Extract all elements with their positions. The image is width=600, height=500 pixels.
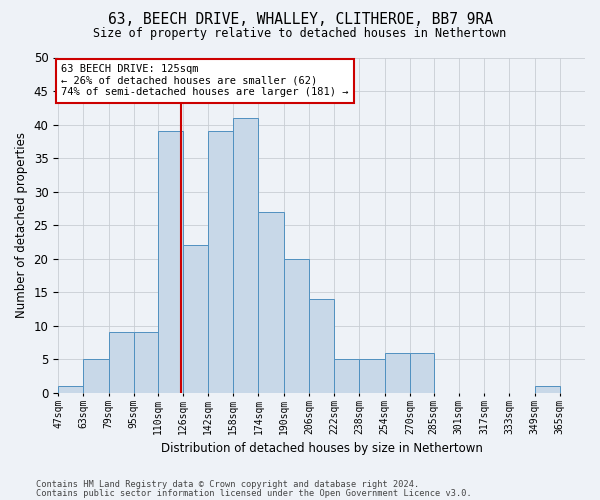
- Bar: [58, 386, 83, 393]
- X-axis label: Distribution of detached houses by size in Nethertown: Distribution of detached houses by size …: [161, 442, 482, 455]
- Bar: [183, 246, 208, 393]
- Text: 63, BEECH DRIVE, WHALLEY, CLITHEROE, BB7 9RA: 63, BEECH DRIVE, WHALLEY, CLITHEROE, BB7…: [107, 12, 493, 28]
- Bar: [410, 352, 434, 393]
- Bar: [284, 258, 309, 393]
- Bar: [385, 352, 410, 393]
- Bar: [134, 332, 158, 393]
- Y-axis label: Number of detached properties: Number of detached properties: [15, 132, 28, 318]
- Bar: [259, 212, 284, 393]
- Bar: [158, 132, 183, 393]
- Bar: [535, 386, 560, 393]
- Text: Contains HM Land Registry data © Crown copyright and database right 2024.: Contains HM Land Registry data © Crown c…: [36, 480, 419, 489]
- Text: Size of property relative to detached houses in Nethertown: Size of property relative to detached ho…: [94, 28, 506, 40]
- Bar: [309, 299, 334, 393]
- Bar: [208, 132, 233, 393]
- Bar: [334, 360, 359, 393]
- Bar: [359, 360, 385, 393]
- Bar: [233, 118, 259, 393]
- Text: 63 BEECH DRIVE: 125sqm
← 26% of detached houses are smaller (62)
74% of semi-det: 63 BEECH DRIVE: 125sqm ← 26% of detached…: [61, 64, 349, 98]
- Bar: [83, 360, 109, 393]
- Bar: [109, 332, 134, 393]
- Text: Contains public sector information licensed under the Open Government Licence v3: Contains public sector information licen…: [36, 489, 472, 498]
